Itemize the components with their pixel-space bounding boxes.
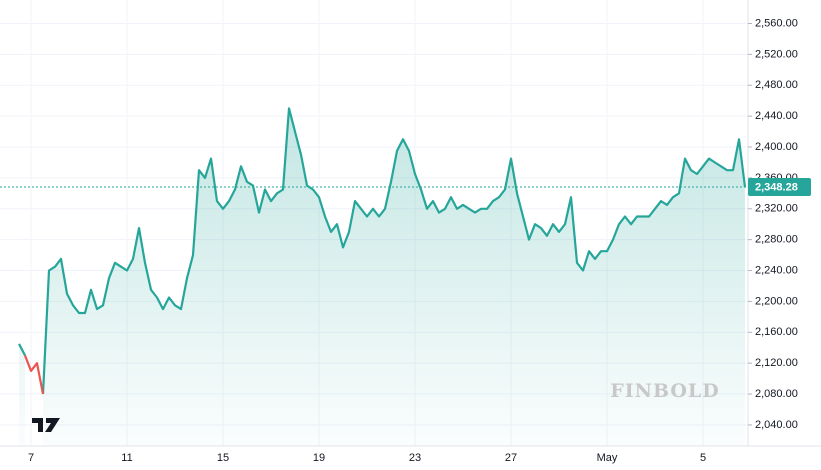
watermark: FINBOLD (610, 380, 720, 402)
x-tick-label: 11 (121, 452, 132, 464)
x-tick-label: 19 (313, 452, 325, 464)
y-tick-label: 2,280.00 (755, 234, 798, 246)
x-tick-label: 7 (28, 452, 34, 464)
y-tick-label: 2,080.00 (755, 388, 798, 400)
axes: 2,040.00 2,080.00 2,120.00 2,160.00 2,200.00… (28, 17, 811, 464)
y-tick-label: 2,240.00 (755, 264, 798, 276)
y-tick-label: 2,200.00 (755, 295, 798, 307)
price-area (19, 108, 745, 446)
x-tick-label: May (597, 452, 618, 464)
y-tick-label: 2,160.00 (755, 326, 798, 338)
logo (32, 418, 60, 432)
y-tick-label: 2,400.00 (755, 141, 798, 153)
price-line (23, 355, 45, 395)
y-tick-label: 2,560.00 (755, 17, 798, 29)
y-tick-label: 2,040.00 (755, 419, 798, 431)
x-tick-label: 23 (409, 452, 421, 464)
y-tick-label: 2,480.00 (755, 79, 798, 91)
x-tick-label: 27 (505, 452, 517, 464)
x-tick-label: 5 (700, 452, 706, 464)
price-line (18, 107, 747, 395)
last-price-box (748, 177, 811, 196)
x-tick-label: 15 (217, 452, 229, 464)
y-tick-label: 2,440.00 (755, 110, 798, 122)
plot (0, 107, 748, 446)
last-price-label: 2,348.28 (755, 181, 798, 193)
y-tick-label: 2,320.00 (755, 203, 798, 215)
y-tick-label: 2,120.00 (755, 357, 798, 369)
y-tick-label: 2,520.00 (755, 48, 798, 60)
